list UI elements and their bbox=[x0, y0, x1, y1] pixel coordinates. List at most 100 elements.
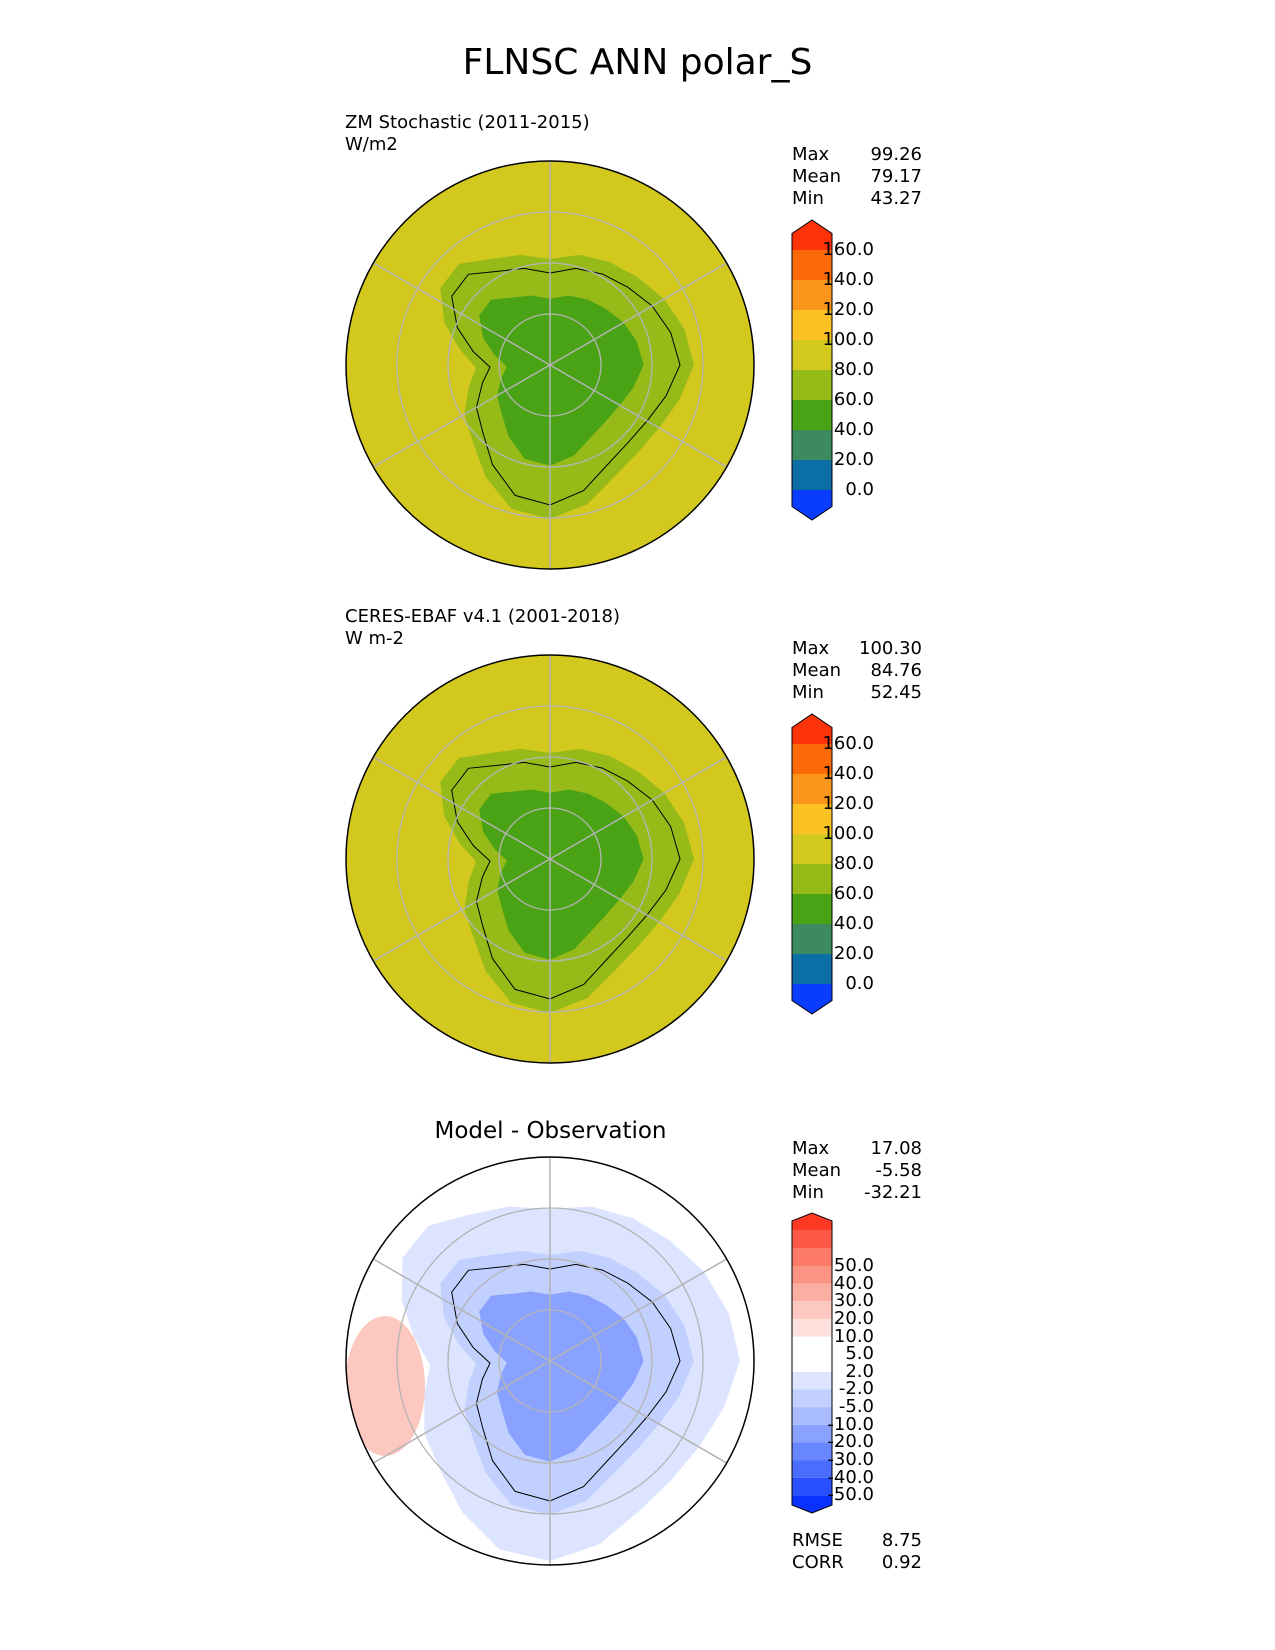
stat-value: 79.17 bbox=[870, 166, 922, 187]
stat-min: Min 43.27 bbox=[792, 188, 922, 210]
panel-difference: Model - Observation Max 17.08 Mean -5.58 M… bbox=[0, 1116, 1275, 1596]
panel-title-line1: CERES-EBAF v4.1 (2001-2018) bbox=[345, 606, 621, 627]
colorbar-tick-label: 80.0 bbox=[833, 359, 874, 380]
interior-region bbox=[479, 295, 644, 466]
stat-label: Min bbox=[792, 1182, 824, 1203]
map-field bbox=[346, 1157, 754, 1565]
colorbar-segment bbox=[792, 1389, 832, 1408]
interior-region bbox=[479, 1291, 644, 1462]
colorbar-tick-label: -40.0 bbox=[827, 1466, 874, 1488]
colorbar-segment bbox=[792, 1230, 832, 1249]
colorbar-tick-label: 60.0 bbox=[833, 389, 874, 410]
colorbar-extend-max bbox=[792, 1213, 832, 1231]
colorbar-tick-label: 40.0 bbox=[833, 913, 874, 934]
colorbar-tick-label: 5.0 bbox=[845, 1343, 874, 1365]
colorbar-segment bbox=[792, 894, 832, 924]
colorbar-segment bbox=[792, 1301, 832, 1319]
colorbar-graphic bbox=[791, 1212, 833, 1514]
colorbar-segment bbox=[792, 1354, 832, 1372]
colorbar-segment bbox=[792, 864, 832, 894]
meridian-line bbox=[372, 1257, 728, 1465]
stat-value: -32.21 bbox=[863, 1182, 922, 1203]
colorbar-segment bbox=[792, 370, 832, 400]
colorbar-tick-label: -2.0 bbox=[838, 1378, 874, 1400]
colorbar-tick-label: -50.0 bbox=[827, 1484, 874, 1506]
colorbar-tick-label: 20.0 bbox=[833, 449, 874, 470]
stat-mean: Mean -5.58 bbox=[792, 1160, 922, 1182]
meridian-line bbox=[372, 755, 728, 963]
stat-label: Max bbox=[792, 1138, 830, 1159]
colorbar-segment bbox=[792, 430, 832, 460]
stat-max: Max 17.08 bbox=[792, 1138, 922, 1160]
stat-value: 84.76 bbox=[870, 660, 922, 681]
colorbar-extend-min bbox=[792, 490, 832, 520]
colorbar-tick-label: 140.0 bbox=[822, 269, 874, 290]
colorbar-tick-label: -30.0 bbox=[827, 1449, 874, 1471]
stat-min: Min -32.21 bbox=[792, 1182, 922, 1204]
map-field bbox=[346, 655, 754, 1063]
colorbar: -50.0 -40.0 -30.0 -20.0 -10.0 -5.0 -2.0 2.0 5.0 1… bbox=[790, 1212, 874, 1514]
stat-value: 100.30 bbox=[859, 638, 922, 659]
colorbar-segment bbox=[792, 1283, 832, 1302]
colorbar-tick-label: 120.0 bbox=[822, 299, 874, 320]
colorbar-segment bbox=[792, 954, 832, 984]
stat-min: Min 52.45 bbox=[792, 682, 922, 704]
map-boundary bbox=[345, 1156, 755, 1566]
polar-map bbox=[345, 160, 755, 570]
main-title: FLNSC ANN polar_S bbox=[462, 42, 813, 83]
colorbar-outline bbox=[791, 1212, 833, 1514]
colorbar-segment bbox=[792, 460, 832, 490]
colorbar-segment bbox=[792, 1265, 832, 1284]
stat-label: CORR bbox=[792, 1552, 844, 1573]
colorbar-tick-label: 50.0 bbox=[833, 1254, 874, 1276]
stats-box: Max 99.26 Mean 79.17 Min 43.27 bbox=[792, 144, 922, 210]
stat-value: 99.26 bbox=[870, 144, 922, 165]
colorbar-segment bbox=[792, 834, 832, 864]
colorbar-segment bbox=[792, 1248, 832, 1266]
colorbar-segment bbox=[792, 804, 832, 834]
panel-reference: CERES-EBAF v4.1 (2001-2018) W m-2 Max 100… bbox=[0, 604, 1275, 1074]
colorbar-segment bbox=[792, 1407, 832, 1425]
stat-label: Mean bbox=[792, 660, 842, 681]
stat-label: RMSE bbox=[792, 1530, 843, 1551]
colorbar-tick-label: 80.0 bbox=[833, 853, 874, 874]
colorbar-segment bbox=[792, 1424, 832, 1443]
stat-label: Max bbox=[792, 144, 830, 165]
stat-value: 8.75 bbox=[881, 1530, 922, 1551]
colorbar: 0.0 20.0 40.0 60.0 80.0 100.0 120.0 140.0 160.0 bbox=[790, 713, 874, 1015]
colorbar-graphic bbox=[791, 713, 833, 1015]
colorbar-tick-label: 40.0 bbox=[833, 1272, 874, 1294]
polar-map bbox=[345, 1156, 755, 1566]
stat-label: Mean bbox=[792, 166, 842, 187]
colorbar-extend-min bbox=[792, 984, 832, 1014]
colorbar-tick-label: 100.0 bbox=[822, 329, 874, 350]
colorbar-tick-label: 30.0 bbox=[833, 1290, 874, 1312]
colorbar-segment bbox=[792, 340, 832, 370]
colorbar-tick-label: 160.0 bbox=[822, 733, 874, 754]
meridian-line bbox=[372, 261, 728, 469]
colorbar-extend-max bbox=[792, 714, 832, 744]
interior-region bbox=[479, 789, 644, 960]
stats-box: Max 100.30 Mean 84.76 Min 52.45 bbox=[792, 638, 922, 704]
colorbar-tick-label: 10.0 bbox=[833, 1325, 874, 1347]
stat-label: Min bbox=[792, 682, 824, 703]
colorbar-tick-label: 0.0 bbox=[845, 479, 874, 500]
colorbar: 0.0 20.0 40.0 60.0 80.0 100.0 120.0 140.0 160.0 bbox=[790, 219, 874, 521]
map-field bbox=[346, 161, 754, 569]
stat-value: 17.08 bbox=[870, 1138, 922, 1159]
colorbar-segment bbox=[792, 1460, 832, 1478]
panel-title: Model - Observation bbox=[434, 1118, 667, 1144]
colorbar-tick-label: 20.0 bbox=[833, 1307, 874, 1329]
colorbar-segment bbox=[792, 250, 832, 280]
stats-box: Max 17.08 Mean -5.58 Min -32.21 bbox=[792, 1138, 922, 1204]
colorbar-extend-max bbox=[792, 220, 832, 250]
coastline bbox=[451, 1263, 681, 1502]
panel-units: W/m2 bbox=[345, 134, 398, 155]
map-boundary bbox=[345, 160, 755, 570]
colorbar-segment bbox=[792, 1371, 832, 1390]
panel-title-line1: ZM Stochastic (2011-2015) bbox=[345, 112, 590, 133]
colorbar-tick-label: 0.0 bbox=[845, 973, 874, 994]
stat-max: Max 99.26 bbox=[792, 144, 922, 166]
colorbar-tick-label: 100.0 bbox=[822, 823, 874, 844]
stat-label: Mean bbox=[792, 1160, 842, 1181]
